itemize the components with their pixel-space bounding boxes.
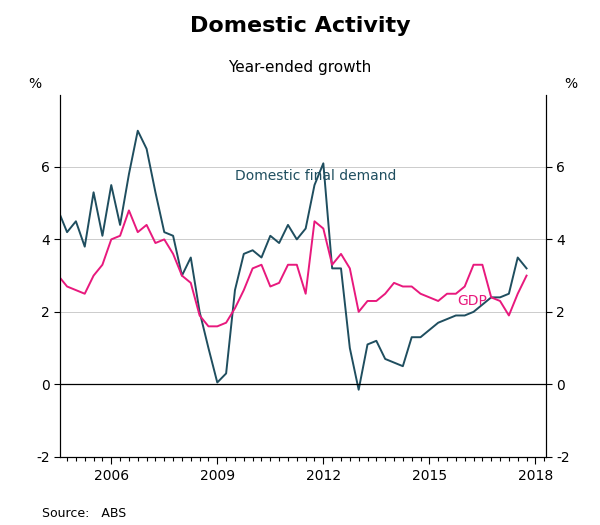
Text: Source:   ABS: Source: ABS bbox=[42, 507, 126, 520]
Text: Domestic final demand: Domestic final demand bbox=[235, 169, 397, 183]
Text: GDP: GDP bbox=[458, 294, 488, 308]
Text: %: % bbox=[565, 77, 578, 91]
Text: Year-ended growth: Year-ended growth bbox=[229, 60, 371, 76]
Text: Domestic Activity: Domestic Activity bbox=[190, 16, 410, 36]
Text: %: % bbox=[28, 77, 41, 91]
